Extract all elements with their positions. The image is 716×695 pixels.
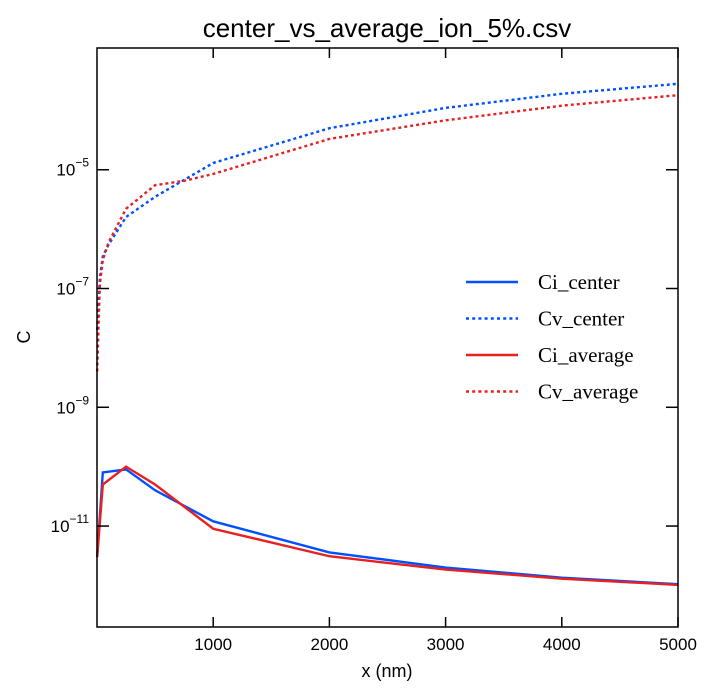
y-tick-label: 10−5 bbox=[56, 156, 89, 180]
series-line-cv-average bbox=[95, 93, 679, 372]
x-tick-label: 2000 bbox=[310, 635, 348, 654]
x-tick-label: 4000 bbox=[543, 635, 581, 654]
legend-label-ci-center: Ci_center bbox=[538, 270, 620, 294]
legend-label-cv-center: Cv_center bbox=[538, 307, 624, 331]
y-tick-label: 10−9 bbox=[56, 393, 89, 417]
plot-lines bbox=[95, 82, 679, 587]
y-axis-ticks: 10−5 10−7 10−9 10−11 bbox=[51, 156, 678, 536]
y-tick-label: 10−7 bbox=[56, 275, 89, 299]
x-axis-label: x (nm) bbox=[362, 661, 413, 681]
y-axis-label: C bbox=[14, 331, 34, 344]
chart-title: center_vs_average_ion_5%.csv bbox=[203, 13, 572, 43]
x-tick-label: 5000 bbox=[659, 635, 697, 654]
x-axis-ticks: 1000 2000 3000 4000 5000 bbox=[194, 48, 697, 654]
series-line-ci-average bbox=[95, 465, 679, 587]
plot-area-frame bbox=[96, 47, 679, 628]
y-tick-label: 10−11 bbox=[51, 512, 90, 536]
x-tick-label: 3000 bbox=[427, 635, 465, 654]
legend: Ci_center Cv_center Ci_average Cv_average bbox=[466, 270, 638, 404]
legend-label-cv-average: Cv_average bbox=[538, 380, 638, 404]
series-line-ci-center bbox=[95, 468, 679, 586]
x-tick-label: 1000 bbox=[194, 635, 232, 654]
legend-label-ci-average: Ci_average bbox=[538, 343, 634, 367]
